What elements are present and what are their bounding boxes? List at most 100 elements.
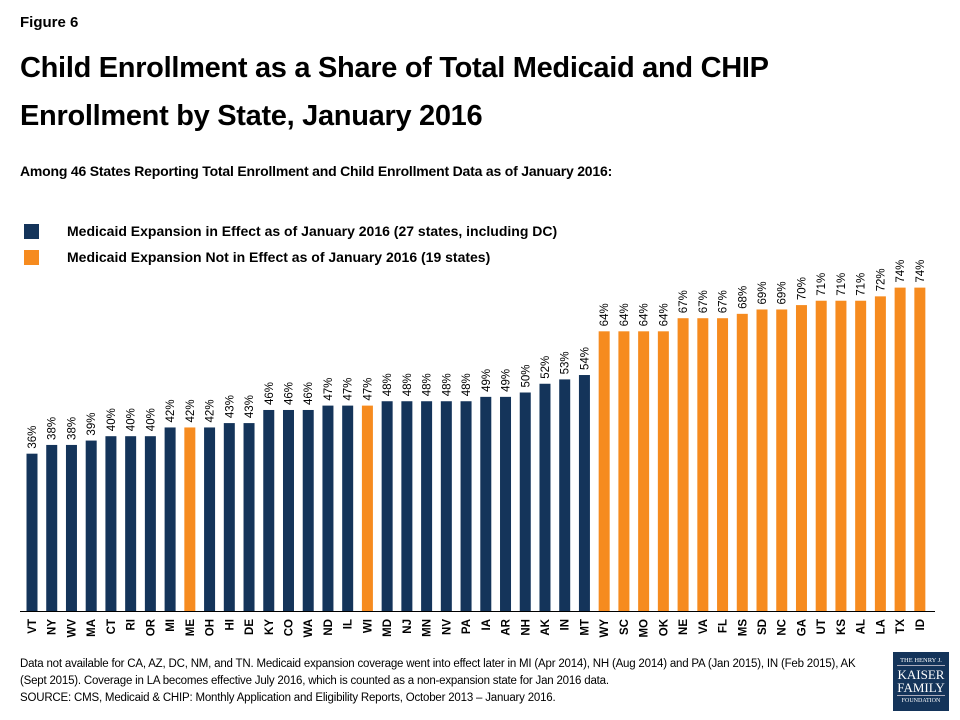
value-label-OH: 42% — [205, 399, 217, 422]
value-label-GA: 70% — [796, 277, 808, 300]
category-label-UT: UT — [816, 619, 828, 634]
value-label-FL: 67% — [718, 290, 730, 313]
category-label-DE: DE — [244, 619, 256, 635]
bar-TX — [894, 287, 906, 611]
bar-NC — [776, 309, 788, 611]
bar-MO — [638, 331, 650, 611]
bar-WY — [598, 331, 610, 611]
value-label-PA: 48% — [461, 373, 473, 396]
footnotes: Data not available for CA, AZ, DC, NM, a… — [20, 656, 880, 707]
value-label-KS: 71% — [836, 273, 848, 296]
category-label-MS: MS — [737, 619, 749, 637]
value-label-LA: 72% — [875, 268, 887, 291]
category-label-AK: AK — [540, 618, 552, 635]
category-label-FL: FL — [718, 619, 730, 633]
bar-AK — [539, 383, 551, 611]
value-label-WV: 38% — [66, 417, 78, 440]
bar-NH — [519, 392, 531, 611]
value-label-WY: 64% — [599, 303, 611, 326]
category-label-WA: WA — [303, 619, 315, 638]
bar-PA — [460, 401, 472, 611]
value-label-SD: 69% — [757, 281, 769, 304]
category-label-CT: CT — [106, 619, 118, 634]
bar-ME — [184, 427, 196, 611]
value-label-ND: 47% — [323, 378, 335, 401]
category-label-NC: NC — [777, 619, 789, 636]
category-label-MI: MI — [165, 619, 177, 632]
bar-NV — [440, 401, 452, 611]
bar-OH — [204, 427, 216, 611]
bar-SD — [756, 309, 768, 611]
category-label-LA: LA — [875, 619, 887, 634]
value-label-IL: 47% — [343, 378, 355, 401]
bar-AL — [855, 300, 867, 611]
bar-KY — [263, 409, 275, 611]
legend-item-expansion: Medicaid Expansion in Effect as of Janua… — [24, 218, 557, 244]
value-label-KY: 46% — [264, 382, 276, 405]
bar-VT — [26, 453, 38, 611]
bar-WA — [302, 409, 314, 611]
value-label-RI: 40% — [126, 408, 138, 431]
value-label-VA: 67% — [698, 290, 710, 313]
value-label-AL: 71% — [856, 273, 868, 296]
category-label-OH: OH — [205, 619, 217, 636]
category-label-WI: WI — [362, 619, 374, 633]
kff-logo: THE HENRY J. KAISER FAMILY FOUNDATION — [893, 652, 949, 711]
bar-ND — [322, 405, 334, 611]
bar-KS — [835, 300, 847, 611]
category-label-NV: NV — [441, 619, 453, 635]
legend-item-non-expansion: Medicaid Expansion Not in Effect as of J… — [24, 244, 557, 270]
bar-WV — [65, 444, 77, 611]
value-label-UT: 71% — [816, 273, 828, 296]
value-label-MD: 48% — [382, 373, 394, 396]
category-label-TX: TX — [895, 619, 907, 634]
value-label-DE: 43% — [244, 395, 256, 418]
title-line-1: Child Enrollment as a Share of Total Med… — [20, 52, 769, 84]
category-label-RI: RI — [126, 619, 138, 631]
legend-swatch-non-expansion — [24, 249, 39, 265]
bar-WI — [361, 405, 373, 611]
category-label-MT: MT — [579, 619, 591, 636]
bar-NJ — [401, 401, 413, 611]
category-label-KS: KS — [836, 619, 848, 635]
value-label-AK: 52% — [540, 356, 552, 379]
bar-RI — [125, 436, 137, 611]
value-label-NC: 69% — [777, 281, 789, 304]
bar-CO — [282, 409, 294, 611]
bar-MS — [736, 313, 748, 611]
category-label-OK: OK — [658, 618, 670, 636]
value-label-MO: 64% — [639, 303, 651, 326]
value-label-MN: 48% — [422, 373, 434, 396]
value-label-VT: 36% — [27, 426, 39, 449]
value-label-OK: 64% — [658, 303, 670, 326]
bar-NE — [677, 318, 689, 611]
bar-IL — [342, 405, 354, 611]
category-label-HI: HI — [224, 619, 236, 631]
bar-AR — [500, 396, 512, 611]
bar-CT — [105, 436, 117, 611]
value-label-NJ: 48% — [402, 373, 414, 396]
value-label-ME: 42% — [185, 399, 197, 422]
value-label-WA: 46% — [303, 382, 315, 405]
bar-VA — [697, 318, 709, 611]
bar-MI — [164, 427, 176, 611]
bar-OR — [144, 436, 156, 611]
value-label-HI: 43% — [224, 395, 236, 418]
category-label-MO: MO — [639, 619, 651, 638]
bar-MD — [381, 401, 393, 611]
bar-HI — [223, 423, 235, 611]
bar-ID — [914, 287, 926, 611]
value-label-NH: 50% — [520, 364, 532, 387]
footnote-source: SOURCE: CMS, Medicaid & CHIP: Monthly Ap… — [20, 692, 556, 704]
value-label-MT: 54% — [579, 347, 591, 370]
category-label-WY: WY — [599, 619, 611, 638]
value-label-NV: 48% — [441, 373, 453, 396]
bar-MT — [578, 375, 590, 611]
bar-MA — [85, 440, 97, 611]
category-label-AL: AL — [856, 619, 868, 634]
bar-GA — [795, 305, 807, 611]
bar-NY — [46, 444, 58, 611]
value-label-CT: 40% — [106, 408, 118, 431]
category-label-MA: MA — [86, 619, 98, 637]
value-label-NE: 67% — [678, 290, 690, 313]
